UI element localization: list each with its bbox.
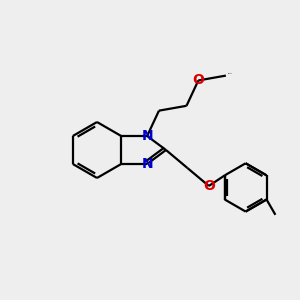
Text: O: O bbox=[203, 179, 215, 193]
Text: N: N bbox=[141, 157, 153, 171]
Text: methyl: methyl bbox=[228, 73, 233, 74]
Text: O: O bbox=[192, 74, 204, 88]
Text: N: N bbox=[141, 129, 153, 143]
